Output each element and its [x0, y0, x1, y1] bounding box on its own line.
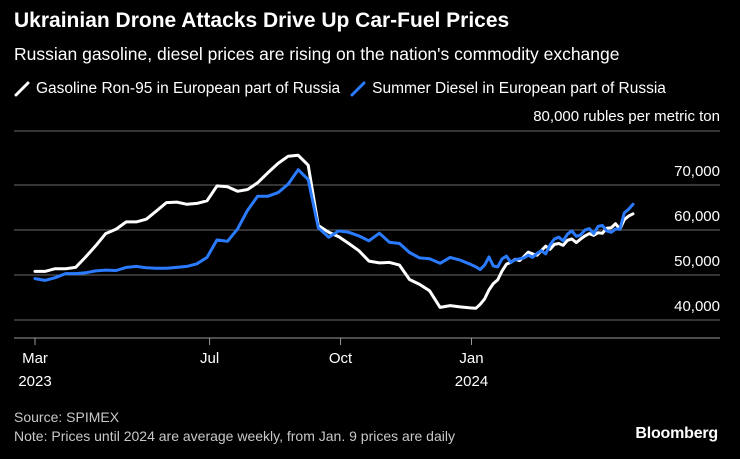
chart-subtitle: Russian gasoline, diesel prices are risi… [14, 44, 620, 64]
x-tick-label: Mar [22, 350, 48, 367]
data-note: Note: Prices until 2024 are average week… [14, 428, 455, 444]
source-note: Source: SPIMEX [14, 409, 120, 425]
x-tick-year: 2024 [455, 373, 488, 390]
y-tick-label: 60,000 [674, 208, 720, 225]
y-unit-label: 80,000 rubles per metric ton [533, 108, 720, 125]
legend-item-diesel: Summer Diesel in European part of Russia [350, 80, 666, 98]
legend-label-gasoline: Gasoline Ron-95 in European part of Russ… [36, 80, 341, 97]
chart-title: Ukrainian Drone Attacks Drive Up Car-Fue… [14, 9, 510, 32]
x-tick-label: Jul [200, 350, 219, 367]
y-tick-label: 50,000 [674, 253, 720, 270]
y-tick-label: 70,000 [674, 163, 720, 180]
legend-swatch-gasoline [14, 81, 30, 97]
series-line-gasoline [33, 153, 635, 310]
x-tick-label: Oct [329, 350, 353, 367]
bloomberg-logo: Bloomberg [635, 425, 718, 442]
legend-item-gasoline: Gasoline Ron-95 in European part of Russ… [14, 80, 340, 98]
legend-label-diesel: Summer Diesel in European part of Russia [372, 80, 666, 97]
legend-swatch-diesel [350, 81, 366, 97]
y-tick-label: 40,000 [674, 298, 720, 315]
legend: Gasoline Ron-95 in European part of Russ… [14, 80, 676, 98]
series-line-diesel [33, 168, 635, 282]
x-tick-year: 2023 [18, 373, 51, 390]
x-tick-label: Jan [459, 350, 483, 367]
